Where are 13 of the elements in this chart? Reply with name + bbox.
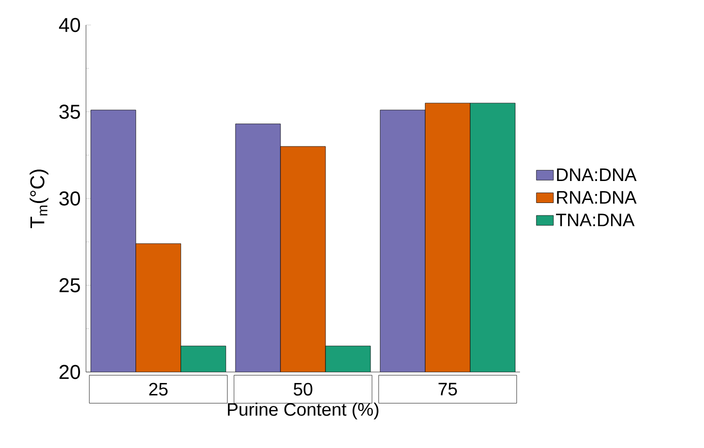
y-tick-label: 20 bbox=[60, 364, 80, 380]
y-tick-label: 40 bbox=[59, 18, 80, 32]
y-axis-title: T$_{m}$(°C) bbox=[30, 170, 48, 228]
y-tick-label: 25 bbox=[60, 278, 80, 292]
x-tick-label: 50 bbox=[294, 382, 312, 396]
y-tick-label: 35 bbox=[59, 104, 80, 119]
x-axis-title: Purine Content (%) bbox=[228, 402, 378, 420]
x-tick-label: 25 bbox=[149, 382, 168, 396]
legend-label: RNA:DNA bbox=[557, 191, 637, 204]
y-tick-label: 30 bbox=[59, 191, 80, 206]
x-tick-label: 75 bbox=[438, 382, 457, 396]
legend-label: TNA:DNA bbox=[556, 214, 635, 226]
legend-label: DNA:DNA bbox=[557, 168, 637, 181]
